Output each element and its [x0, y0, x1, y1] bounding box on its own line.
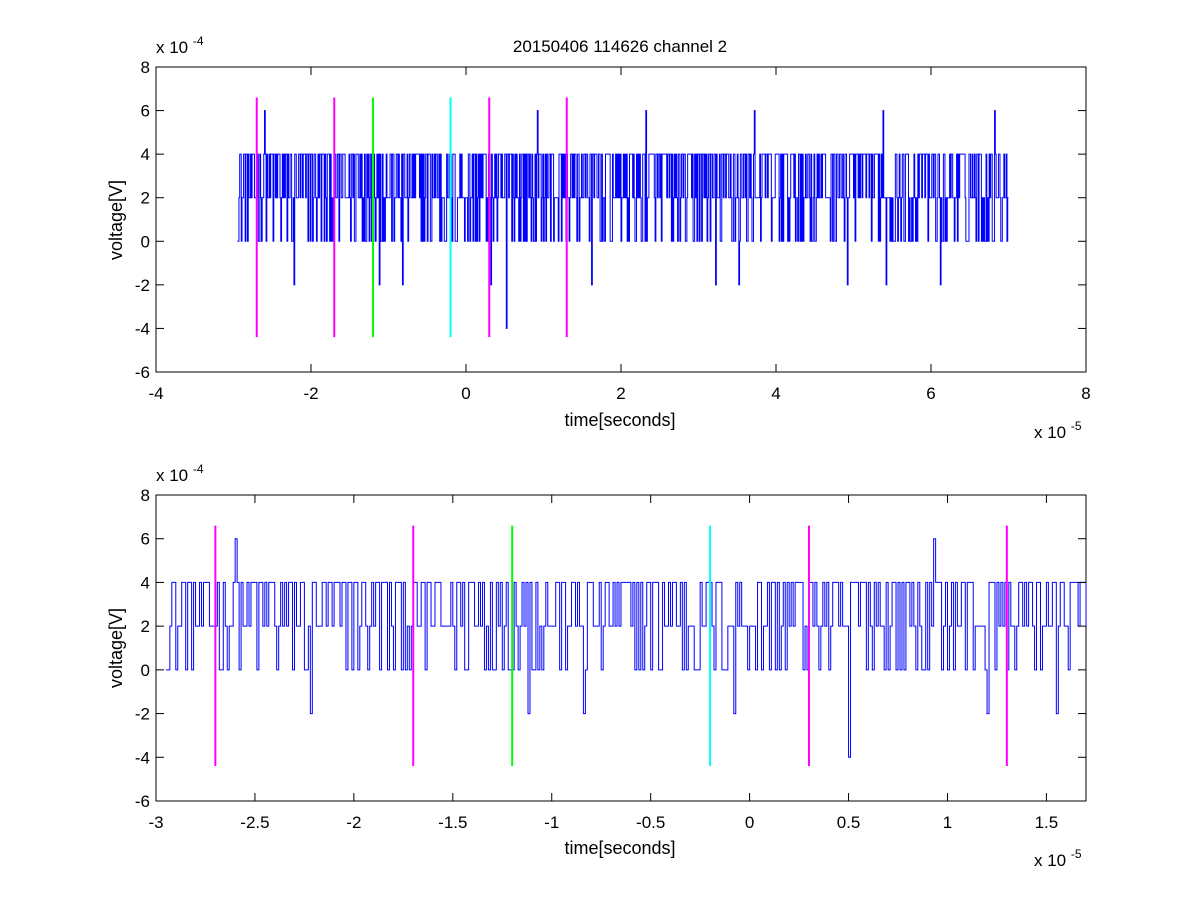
top-y-tick-label: -2: [135, 276, 150, 295]
bottom-y-multiplier: x 10 -4: [156, 462, 204, 485]
bottom-y-tick-label: -2: [135, 705, 150, 724]
top-x-tick-label: -2: [303, 384, 318, 403]
top-y-multiplier: x 10 -4: [156, 34, 204, 57]
bottom-x-tick-label: -1: [544, 813, 559, 832]
bottom-y-tick-label: -6: [135, 792, 150, 811]
top-x-multiplier: x 10 -5: [1034, 419, 1082, 442]
bottom-y-tick-label: 2: [141, 617, 150, 636]
bottom-x-tick-label: 0.5: [837, 813, 861, 832]
bottom-x-multiplier: x 10 -5: [1034, 847, 1082, 870]
bottom-y-tick-label: 6: [141, 530, 150, 549]
top-x-multiplier-base: x 10: [1034, 423, 1066, 442]
bottom-y-multiplier-base: x 10: [156, 466, 188, 485]
bottom-y-tick-label: 8: [141, 486, 150, 505]
bottom-plot: -3 -2.5 -2 -1.5 -1 -0.5 0 0.5 1 1.5 -6 -4 -2 0 2 4 6 8 t…: [106, 462, 1087, 870]
bottom-x-tick-label: 1.5: [1035, 813, 1059, 832]
top-y-tick-label: 4: [141, 145, 150, 164]
top-y-tick-label: -4: [135, 319, 150, 338]
top-x-multiplier-exponent: -5: [1071, 419, 1082, 433]
bottom-y-multiplier-exponent: -4: [193, 462, 204, 476]
bottom-x-multiplier-exponent: -5: [1071, 847, 1082, 861]
bottom-x-label: time[seconds]: [564, 838, 675, 858]
bottom-y-tick-label: -4: [135, 748, 150, 767]
top-plot: -4 -2 0 2 4 6 8 -6 -4 -2 0 2 4 6 8 time[seconds] volt…: [106, 34, 1091, 442]
bottom-x-multiplier-base: x 10: [1034, 851, 1066, 870]
bottom-y-tick-label: 0: [141, 661, 150, 680]
top-x-tick-label: 4: [771, 384, 780, 403]
top-y-multiplier-base: x 10: [156, 38, 188, 57]
top-x-label: time[seconds]: [564, 410, 675, 430]
top-y-label: voltage[V]: [106, 180, 126, 260]
top-x-tick-label: 6: [926, 384, 935, 403]
top-x-tick-label: 0: [461, 384, 470, 403]
bottom-signal-trace: [165, 538, 1087, 758]
top-y-tick-label: -6: [135, 363, 150, 382]
bottom-x-tick-label: 0: [745, 813, 754, 832]
top-y-tick-label: 6: [141, 102, 150, 121]
bottom-x-tick-label: -0.5: [636, 813, 665, 832]
bottom-x-tick-label: 1: [943, 813, 952, 832]
top-x-tick-label: 8: [1081, 384, 1090, 403]
top-y-tick-label: 0: [141, 232, 150, 251]
figure-title: 20150406 114626 channel 2: [513, 37, 727, 56]
top-x-tick-label: -4: [148, 384, 163, 403]
bottom-x-tick-label: -3: [148, 813, 163, 832]
bottom-x-tick-label: -2.5: [240, 813, 269, 832]
top-x-tick-label: 2: [616, 384, 625, 403]
bottom-x-tick-label: -1.5: [438, 813, 467, 832]
bottom-plot-frame: [155, 494, 1087, 802]
top-y-tick-label: 8: [141, 58, 150, 77]
bottom-x-tick-label: -2: [346, 813, 361, 832]
bottom-y-tick-label: 4: [141, 573, 150, 592]
top-y-multiplier-exponent: -4: [193, 34, 204, 48]
top-y-tick-label: 2: [141, 189, 150, 208]
top-signal-trace: [237, 110, 1009, 329]
bottom-y-label: voltage[V]: [106, 608, 126, 688]
